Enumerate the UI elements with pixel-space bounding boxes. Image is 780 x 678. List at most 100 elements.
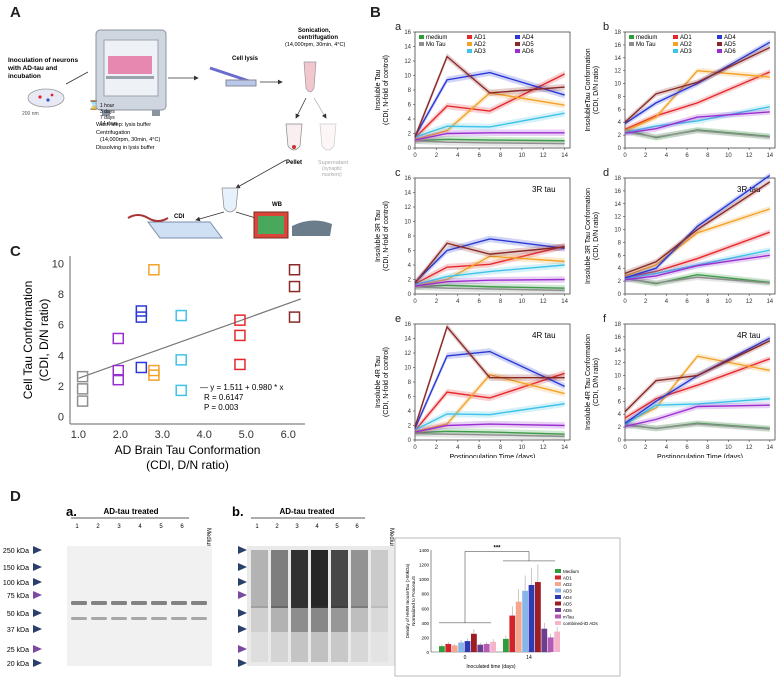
series-line-ad5 bbox=[624, 340, 771, 413]
y-tick-label-d: 10 bbox=[614, 228, 621, 234]
legend-label-ad2: AD2 bbox=[474, 42, 486, 48]
y-tick-label-a: 0 bbox=[408, 146, 412, 152]
x-tick-label: 5.0 bbox=[239, 429, 254, 441]
scatter-point-ad6 bbox=[112, 332, 125, 345]
x-tick-label-b: 4 bbox=[665, 153, 669, 159]
lane-label-b: 1 bbox=[255, 524, 259, 530]
legend-swatch-ad6 bbox=[515, 49, 520, 53]
blot-band bbox=[171, 601, 187, 605]
legend-swatch-medium bbox=[419, 35, 424, 39]
y-tick-label-f: 16 bbox=[614, 335, 621, 341]
bar-legend-label: AD5 bbox=[563, 602, 572, 607]
y-tick-label-a: 6 bbox=[408, 103, 412, 109]
subpanel-label-a: a bbox=[395, 21, 402, 33]
panel-label-d: D bbox=[10, 488, 21, 505]
chart-b: 0 2 4 6 8 10 12 14 16 18 0 2 4 6 8 10 12 14 b InsolubleTau … bbox=[585, 21, 776, 159]
series-line-ad1 bbox=[624, 231, 771, 278]
significance-marker: *** bbox=[493, 545, 501, 551]
legend-swatch-ad4 bbox=[717, 35, 722, 39]
bar-ad6 bbox=[477, 644, 484, 652]
blot-band bbox=[71, 617, 87, 620]
blot-smear bbox=[311, 550, 328, 608]
workflow-schematic: Inoculation of neurons with AD-tau and i… bbox=[7, 28, 348, 239]
series-line-medium bbox=[414, 430, 565, 435]
bar-legend-label: combined-iD ADs bbox=[563, 621, 599, 626]
marker-arrow-icon bbox=[33, 625, 42, 633]
blot-smear bbox=[251, 632, 268, 662]
blot-smear bbox=[251, 550, 268, 608]
x-tick-label-f: 6 bbox=[685, 445, 689, 451]
x-axis-label-e: Postinoculation Time (days) bbox=[450, 454, 536, 458]
bar-legend-label: AD4 bbox=[563, 595, 572, 600]
legend-label-ad3: AD3 bbox=[474, 49, 486, 55]
y-tick-label-f: 14 bbox=[614, 348, 621, 354]
plot-area-b bbox=[624, 31, 776, 149]
y-tick-label-e: 4 bbox=[408, 409, 412, 415]
lane-label-b: 2 bbox=[275, 524, 279, 530]
western-blot-icon bbox=[253, 211, 332, 239]
time-point-2: 3 days bbox=[100, 109, 115, 115]
series-line-ad5 bbox=[624, 46, 771, 123]
legend-swatch-ad4 bbox=[515, 35, 520, 39]
scatter-point-ad6 bbox=[112, 364, 125, 377]
x-tick-label-d: 2 bbox=[644, 299, 648, 305]
y-tick-label-c: 10 bbox=[404, 220, 411, 226]
inoculation-text-1: Inoculation of neurons bbox=[8, 57, 78, 64]
legend-label-ad5: AD5 bbox=[522, 42, 534, 48]
y-tick-label-b: 0 bbox=[618, 146, 622, 152]
plot-area-c bbox=[414, 177, 571, 295]
x-tick-label: 3.0 bbox=[155, 429, 170, 441]
series-band-ad5 bbox=[415, 239, 565, 287]
x-tick-label-a: 14 bbox=[561, 153, 568, 159]
marker-label: 100 kDa bbox=[3, 580, 29, 587]
x-axis-label-sub: (CDI, D/N ratio) bbox=[146, 458, 229, 472]
y-axis-label-sub-c: (CDI, N-fold of control) bbox=[383, 201, 390, 271]
x-axis-label-f: Postinoculation Time (days) bbox=[657, 454, 743, 458]
y-tick-label-d: 6 bbox=[618, 253, 622, 259]
inoculation-text-3: incubation bbox=[8, 73, 41, 80]
marker-arrow-icon bbox=[238, 578, 247, 586]
chart-f: 0 2 4 6 8 10 12 14 16 18 0 2 4 6 8 10 12 14 f Insoluble 4R … bbox=[585, 313, 776, 458]
scatter-point-ad3 bbox=[175, 354, 187, 366]
x-tick-label-c: 0 bbox=[413, 299, 417, 305]
bar-medium bbox=[439, 646, 445, 652]
subpanel-label-b: b bbox=[603, 21, 609, 33]
blot-smear bbox=[351, 632, 368, 662]
legend-swatch-ad3 bbox=[467, 49, 472, 53]
blot-smear bbox=[331, 632, 348, 662]
x-tick-label-e: 8 bbox=[499, 445, 503, 451]
subpanel-label-d: d bbox=[603, 167, 609, 179]
blot-smear bbox=[331, 550, 348, 608]
subpanel-label-c: c bbox=[395, 167, 401, 179]
series-band-mo-tau bbox=[625, 420, 770, 432]
wb-text: WB bbox=[272, 202, 283, 208]
y-tick-label-a: 8 bbox=[408, 88, 412, 94]
wash-text-1: Wash step: lysis buffer bbox=[96, 122, 151, 128]
y-axis-label-a: Insoluble Tau bbox=[375, 69, 382, 110]
marker-arrow-icon bbox=[238, 609, 247, 617]
bar-legend-label: AD1 bbox=[563, 576, 572, 581]
blot-smear bbox=[271, 550, 288, 608]
bar-x-axis-label: Inoculated time (days) bbox=[466, 664, 516, 670]
sonication-text-2: centrifugation bbox=[298, 35, 338, 41]
equation-text: — y = 1.511 + 0.980 * x bbox=[200, 383, 283, 392]
time-point-3: 7 days bbox=[100, 115, 115, 121]
x-tick-label-f: 4 bbox=[665, 445, 669, 451]
bar-combined-id-ads bbox=[490, 641, 496, 652]
legend-label-mo-tau: Mo Tau bbox=[426, 42, 446, 48]
x-tick-label-b: 14 bbox=[766, 153, 773, 159]
marker-arrow-icon bbox=[238, 625, 247, 633]
series-line-ad6 bbox=[624, 404, 770, 428]
x-tick-label: 2.0 bbox=[113, 429, 128, 441]
scatter-point-ad5 bbox=[288, 263, 301, 276]
y-axis-label-sub-f: (CDI, D/N ratio) bbox=[593, 358, 600, 406]
legend-label-mo-tau: Mo Tau bbox=[636, 42, 656, 48]
series-line-ad5 bbox=[414, 55, 565, 138]
blot-band bbox=[151, 601, 167, 605]
supernatant-text-3: markers) bbox=[322, 172, 342, 178]
series-line-ad2 bbox=[414, 92, 565, 140]
series-line-ad3 bbox=[414, 112, 565, 138]
scatter-point-ad6 bbox=[112, 373, 125, 386]
x-tick-label-e: 6 bbox=[477, 445, 481, 451]
y-tick-label-c: 2 bbox=[408, 278, 412, 284]
